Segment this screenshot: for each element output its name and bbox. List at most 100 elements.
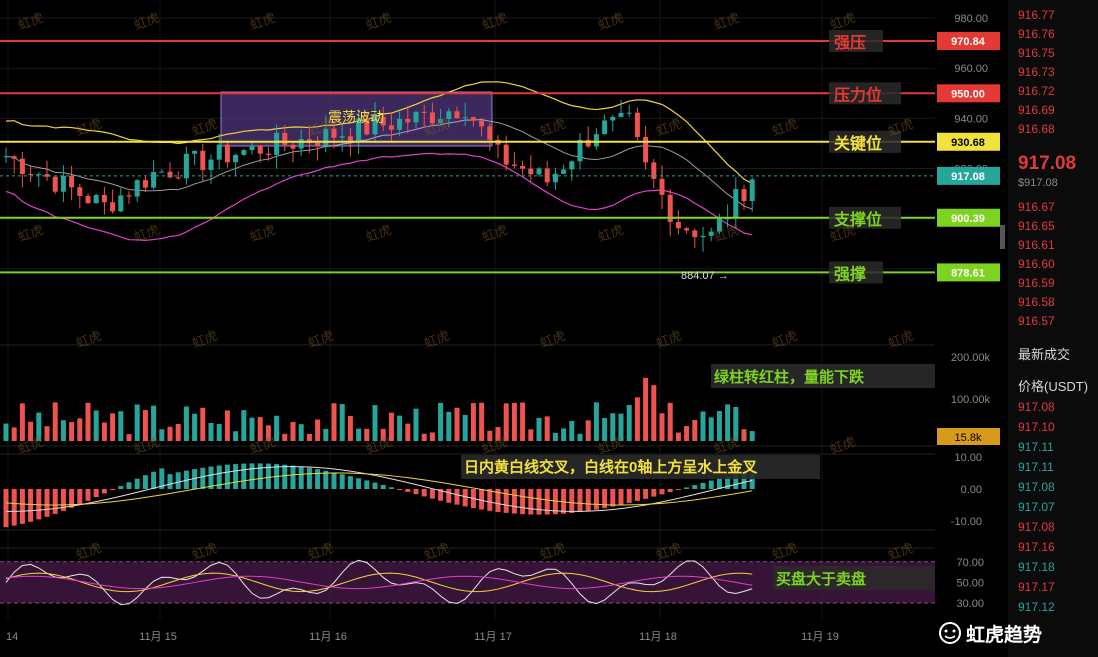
level-value: 950.00 <box>951 88 985 100</box>
volume-bar <box>520 402 526 441</box>
macd-bar <box>397 489 403 490</box>
volume-bar <box>183 406 189 441</box>
candle-body <box>101 194 107 203</box>
boll-upper-line <box>5 81 753 185</box>
orderbook-bid-price[interactable]: 916.58 <box>1018 295 1055 309</box>
volume-bar <box>454 407 460 441</box>
macd-bar <box>323 470 329 489</box>
macd-bar <box>249 463 255 489</box>
candle-body <box>470 117 476 121</box>
level-value: 900.39 <box>951 213 985 225</box>
orderbook-ask-price[interactable]: 916.69 <box>1018 103 1055 117</box>
macd-bar <box>356 478 362 489</box>
macd-bar <box>684 487 690 489</box>
volume-bar <box>19 403 25 441</box>
candle-body <box>183 153 189 179</box>
macd-bar <box>257 463 263 489</box>
candle-body <box>19 158 25 175</box>
macd-bar <box>200 467 206 489</box>
orderbook-bid-price[interactable]: 916.60 <box>1018 257 1055 271</box>
macd-bar <box>167 474 173 489</box>
x-tick-label: 11月 15 <box>139 631 177 643</box>
orderbook-ask-price[interactable]: 916.77 <box>1018 8 1055 22</box>
orderbook-ask-price[interactable]: 916.72 <box>1018 84 1055 98</box>
chart-canvas[interactable]: 强压 970.84 压力位 950.00 关键位 930.68 支撑位 900.39 强撑 878… <box>0 0 1008 657</box>
volume-bar <box>151 405 157 441</box>
level-name: 支撑位 <box>833 210 882 229</box>
candle-body <box>675 221 681 229</box>
candle-body <box>118 195 124 212</box>
macd-bar <box>413 489 419 495</box>
orderbook-ask-price[interactable]: 916.73 <box>1018 65 1055 79</box>
macd-bar <box>3 489 9 528</box>
volume-bar <box>749 431 755 441</box>
macd-annotation: 日内黄白线交叉，白线在0轴上方呈水上金叉 <box>464 458 758 476</box>
volume-bar <box>142 410 148 441</box>
macd-bar <box>716 478 722 489</box>
candle-body <box>265 153 271 155</box>
orderbook-ask-price[interactable]: 916.68 <box>1018 122 1055 136</box>
volume-bar <box>265 425 271 441</box>
trade-price: 917.11 <box>1018 440 1054 454</box>
macd-bar <box>602 489 608 509</box>
candle-body <box>44 174 50 177</box>
macd-bar <box>741 472 747 489</box>
level-name-box <box>829 30 883 53</box>
macd-bar <box>241 463 247 489</box>
candle-body <box>249 145 255 151</box>
macd-bar <box>593 489 599 510</box>
candle-body <box>700 235 706 238</box>
orderbook-bid-price[interactable]: 916.57 <box>1018 314 1055 328</box>
candle-body <box>749 179 755 201</box>
candle-body <box>643 136 649 163</box>
volume-bar <box>397 415 403 441</box>
candle-body <box>716 218 722 232</box>
macd-bar <box>216 465 222 489</box>
volume-bar <box>626 405 632 441</box>
volume-bar <box>257 417 263 441</box>
macd-bar <box>77 489 83 505</box>
candle-body <box>77 187 83 196</box>
macd-bar <box>134 478 140 489</box>
macd-bar <box>224 464 230 489</box>
macd-bar <box>405 489 411 492</box>
volume-bar <box>200 407 206 441</box>
orderbook-ask-price[interactable]: 916.75 <box>1018 46 1055 60</box>
candle-body <box>479 120 485 127</box>
trade-price: 917.08 <box>1018 400 1055 414</box>
level-name-box <box>829 130 901 153</box>
volume-bar <box>69 422 75 441</box>
candle-body <box>413 111 419 123</box>
macd-tick-label: 0.00 <box>961 484 982 496</box>
volume-bar <box>36 412 42 441</box>
macd-bar <box>544 489 550 515</box>
macd-bar <box>495 489 501 512</box>
orderbook-bid-price[interactable]: 916.65 <box>1018 219 1055 233</box>
level-value-tag <box>937 32 1000 51</box>
candle-body <box>520 165 526 169</box>
macd-bar <box>569 489 575 513</box>
orderbook-bid-price[interactable]: 916.67 <box>1018 200 1055 214</box>
trades-title[interactable]: 最新成交 <box>1018 347 1071 362</box>
volume-bar <box>708 417 714 441</box>
consolidation-label: 震荡波动 <box>328 109 384 125</box>
macd-bar <box>151 471 157 489</box>
volume-bar <box>110 413 116 441</box>
volume-bar <box>364 428 370 441</box>
volume-bar <box>495 427 501 441</box>
macd-bar <box>364 480 370 489</box>
level-value-tag <box>937 84 1000 103</box>
volume-bar <box>585 420 591 441</box>
candle-body <box>634 112 640 137</box>
orderbook-ask-price[interactable]: 916.76 <box>1018 27 1055 41</box>
orderbook-bid-price[interactable]: 916.61 <box>1018 238 1055 252</box>
volume-bar <box>610 413 616 441</box>
candle-body <box>733 189 739 219</box>
x-tick-label: 11月 18 <box>639 631 677 643</box>
orderbook-bid-price[interactable]: 916.59 <box>1018 276 1055 290</box>
y-tick-label: 940.00 <box>954 113 988 125</box>
candle-body <box>667 194 673 222</box>
trade-price: 917.08 <box>1018 520 1055 534</box>
candle-body <box>684 228 690 231</box>
macd-bar <box>331 472 337 489</box>
